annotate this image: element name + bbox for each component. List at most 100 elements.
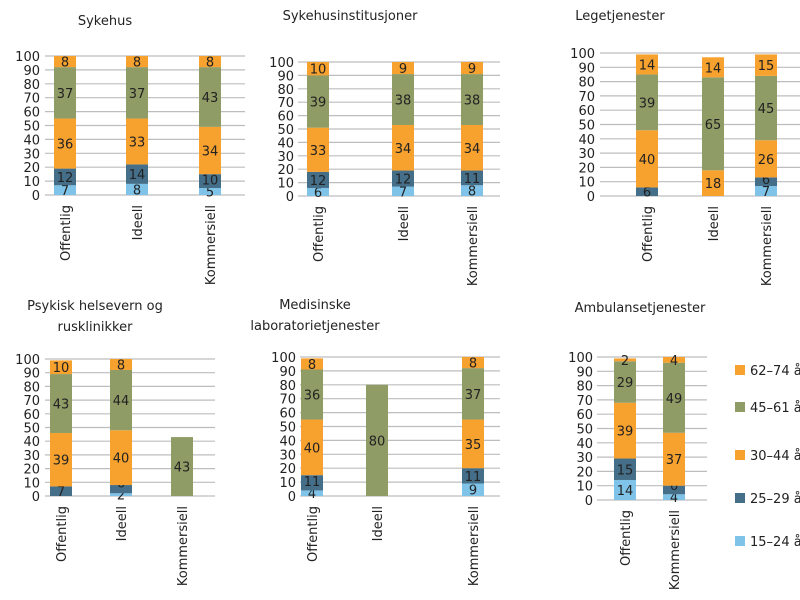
y-tick-label: 20 bbox=[23, 161, 40, 176]
legend-label: 45–61 år bbox=[750, 401, 800, 416]
y-tick-label: 60 bbox=[23, 106, 40, 121]
category-label: Kommersiell bbox=[204, 205, 219, 285]
data-label: 39 bbox=[617, 425, 634, 440]
y-tick-label: 90 bbox=[23, 367, 40, 382]
chart-panel: Psykisk helsevern og rusklinikker01020304… bbox=[15, 299, 215, 586]
data-label: 40 bbox=[639, 153, 656, 168]
y-tick-label: 20 bbox=[277, 163, 294, 178]
category-label: Kommersiell bbox=[668, 510, 683, 590]
bar-segment bbox=[462, 483, 484, 496]
chart-title: Sykehusinstitusjoner bbox=[283, 9, 419, 24]
y-tick-label: 50 bbox=[279, 421, 296, 436]
data-label: 8 bbox=[308, 358, 316, 373]
data-label: 40 bbox=[113, 452, 130, 467]
legend-label: 62–74 år bbox=[750, 364, 800, 379]
data-label: 36 bbox=[304, 389, 321, 404]
data-label: 4 bbox=[308, 487, 316, 502]
bar-segment bbox=[392, 124, 414, 171]
bar-segment bbox=[663, 485, 685, 495]
bar-segment bbox=[199, 67, 221, 127]
data-label: 14 bbox=[639, 58, 656, 73]
data-label: 37 bbox=[57, 87, 74, 102]
data-label: 39 bbox=[53, 454, 70, 469]
data-label: 6 bbox=[643, 186, 651, 201]
y-tick-label: 70 bbox=[576, 394, 593, 409]
y-tick-label: 0 bbox=[32, 490, 40, 505]
legend-swatch bbox=[735, 402, 745, 412]
legend: 62–74 år 45–61 år 30–44 år 25–29 år 15–24 år bbox=[735, 364, 800, 550]
data-label: 14 bbox=[129, 168, 146, 183]
data-label: 5 bbox=[206, 186, 214, 201]
bar-segment bbox=[461, 185, 483, 196]
bar-segment bbox=[614, 458, 636, 480]
legend-label: 30–44 år bbox=[750, 449, 800, 464]
data-label: 38 bbox=[395, 94, 412, 109]
data-label: 6 bbox=[314, 186, 322, 201]
bar-segment bbox=[462, 368, 484, 420]
y-tick-label: 80 bbox=[578, 76, 595, 91]
y-tick-label: 60 bbox=[277, 110, 294, 125]
data-label: 37 bbox=[129, 87, 146, 102]
bar-segment bbox=[301, 475, 323, 491]
y-tick-label: 50 bbox=[277, 123, 294, 138]
data-label: 14 bbox=[705, 61, 722, 76]
bar-segment bbox=[54, 168, 76, 186]
data-label: 9 bbox=[469, 484, 477, 499]
bar-segment bbox=[636, 74, 658, 131]
y-tick-label: 10 bbox=[576, 480, 593, 495]
data-label: 11 bbox=[304, 475, 321, 490]
legend-label: 25–29 år bbox=[750, 492, 800, 507]
category-label: Offentlig bbox=[312, 206, 327, 262]
data-label: 43 bbox=[174, 461, 191, 476]
data-label: 6 bbox=[670, 479, 678, 494]
y-tick-label: 80 bbox=[576, 380, 593, 395]
bar-segment bbox=[755, 54, 777, 76]
y-tick-label: 100 bbox=[568, 351, 593, 366]
chart-panel: Ambulansetjenester 0102030405060708090100… bbox=[568, 301, 707, 590]
bar-segment bbox=[50, 432, 72, 487]
y-tick-label: 90 bbox=[578, 61, 595, 76]
chart-title-line: laboratorietjenester bbox=[250, 319, 380, 334]
y-tick-label: 90 bbox=[279, 365, 296, 380]
data-label: 39 bbox=[639, 96, 656, 111]
bar-segment bbox=[663, 432, 685, 486]
y-tick-label: 0 bbox=[286, 190, 294, 205]
bar-segment bbox=[663, 494, 685, 500]
y-tick-label: 70 bbox=[23, 92, 40, 107]
data-label: 12 bbox=[395, 173, 412, 188]
bar-segment bbox=[461, 124, 483, 171]
data-label: 39 bbox=[310, 96, 327, 111]
bar-segment bbox=[199, 188, 221, 195]
data-label: 4 bbox=[670, 354, 678, 369]
legend-swatch bbox=[735, 450, 745, 460]
bar-segment bbox=[461, 74, 483, 125]
data-label: 37 bbox=[465, 388, 482, 403]
bar-segment bbox=[755, 177, 777, 186]
y-tick-label: 100 bbox=[269, 56, 294, 71]
y-tick-label: 50 bbox=[578, 119, 595, 134]
y-tick-label: 0 bbox=[585, 494, 593, 509]
chart-title-line: Psykisk helsevern og bbox=[27, 299, 163, 314]
legend-swatch bbox=[735, 493, 745, 503]
y-tick-label: 30 bbox=[576, 451, 593, 466]
data-label: 33 bbox=[129, 135, 146, 150]
bar-segment bbox=[50, 486, 72, 496]
bar-segment bbox=[702, 170, 724, 196]
bar-segment bbox=[461, 170, 483, 186]
chart-title-line: Medisinske bbox=[279, 298, 351, 313]
y-tick-label: 40 bbox=[576, 437, 593, 452]
category-label: Offentlig bbox=[641, 206, 656, 262]
bar-segment bbox=[462, 357, 484, 369]
y-tick-label: 90 bbox=[277, 69, 294, 84]
bar-segment bbox=[663, 362, 685, 433]
data-label: 38 bbox=[464, 94, 481, 109]
data-label: 45 bbox=[758, 102, 775, 117]
bar-segment bbox=[636, 187, 658, 196]
y-tick-label: 0 bbox=[32, 189, 40, 204]
category-label: Offentlig bbox=[306, 506, 321, 562]
data-label: 10 bbox=[202, 174, 219, 189]
bar-segment bbox=[702, 57, 724, 78]
data-label: 33 bbox=[310, 144, 327, 159]
data-label: 10 bbox=[53, 361, 70, 376]
